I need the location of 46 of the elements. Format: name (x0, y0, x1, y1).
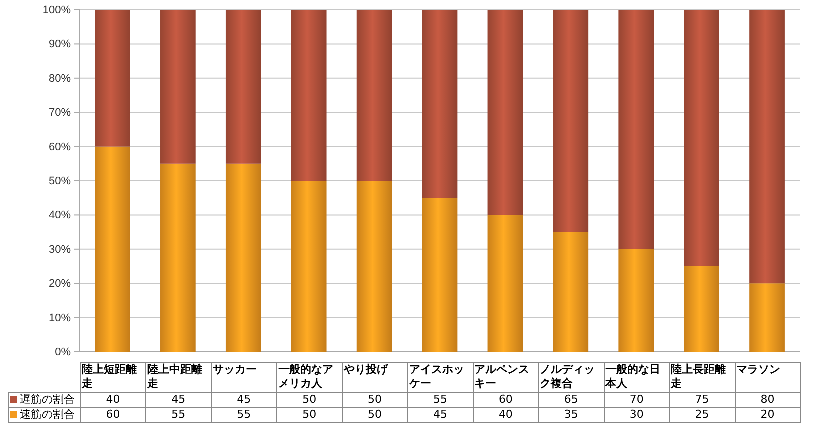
y-tick-label: 80% (48, 72, 72, 85)
x-tick-label: やり投げ (342, 362, 408, 392)
data-label: 35 (538, 408, 604, 422)
data-label: 55 (211, 408, 277, 422)
x-tick-label: 一般的な日本人 (604, 362, 670, 392)
data-label: 80 (735, 392, 800, 408)
y-tick-label: 50% (48, 176, 72, 188)
x-tick-label: サッカー (211, 362, 277, 392)
data-label: 60 (80, 408, 146, 422)
data-label: 20 (735, 408, 800, 422)
x-tick-label: マラソン (735, 362, 800, 392)
x-tick-label: ノルディック複合 (538, 362, 604, 392)
data-label: 40 (473, 408, 539, 422)
data-label: 70 (604, 392, 670, 408)
data-label: 50 (276, 408, 342, 422)
x-tick-label: アルペンスキー (473, 362, 539, 392)
y-tick-label: 0% (55, 346, 72, 359)
legend-label: 遅筋の割合 (20, 393, 75, 406)
y-tick-label: 10% (48, 312, 72, 324)
data-label: 50 (342, 408, 408, 422)
y-tick-label: 20% (48, 278, 72, 290)
data-label: 40 (80, 392, 146, 408)
x-tick-label: アイスホッケー (408, 362, 474, 392)
data-label: 65 (538, 392, 604, 408)
y-tick-label: 30% (48, 244, 72, 256)
x-tick-label: 陸上中距離走 (146, 362, 212, 392)
y-tick-label: 40% (48, 210, 72, 222)
data-label: 45 (146, 392, 212, 408)
data-label: 50 (342, 392, 408, 408)
data-label: 25 (670, 408, 736, 422)
data-label: 60 (473, 392, 539, 408)
data-label: 30 (604, 408, 670, 422)
y-tick-label: 90% (48, 38, 72, 51)
data-label: 55 (408, 392, 474, 408)
data-label: 50 (276, 392, 342, 408)
y-tick-label: 60% (48, 141, 72, 154)
data-label: 75 (670, 392, 736, 408)
data-label: 55 (146, 408, 212, 422)
x-tick-label: 陸上短距離走 (80, 362, 146, 392)
legend-label: 速筋の割合 (20, 408, 75, 421)
data-label: 45 (211, 392, 277, 408)
x-tick-label: 陸上長距離走 (670, 362, 736, 392)
y-tick-label: 70% (48, 107, 72, 120)
y-tick-label: 100% (42, 4, 72, 17)
data-label: 45 (408, 408, 474, 422)
x-tick-label: 一般的なアメリカ人 (276, 362, 342, 392)
